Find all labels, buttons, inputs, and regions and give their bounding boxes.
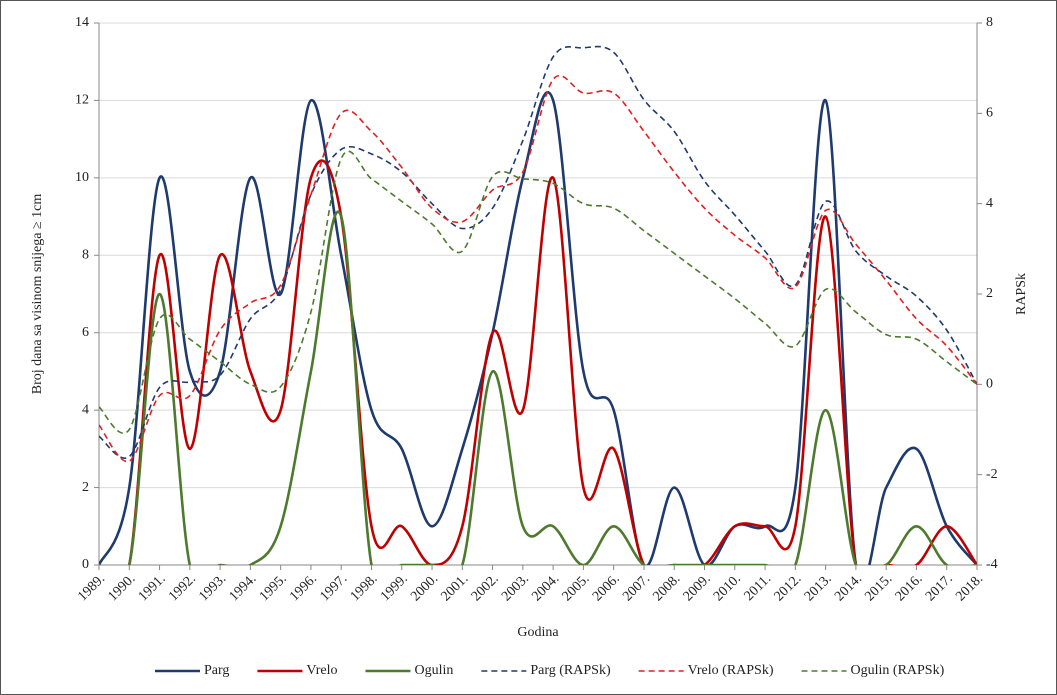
y-axis-title: Broj dana sa visinom snijega ≥ 1cm: [30, 194, 45, 395]
series-line: [99, 210, 977, 565]
legend-label: Ogulin: [414, 663, 453, 678]
y-tick-label: 14: [75, 15, 89, 30]
legend-label: Parg (RAPSk): [530, 663, 611, 678]
y-tick-label: 0: [82, 557, 89, 572]
y2-tick-label: 8: [986, 15, 993, 30]
y-tick-label: 10: [75, 170, 89, 185]
y-tick-label: 4: [82, 402, 89, 417]
y-tick-label: 8: [82, 248, 89, 263]
y2-tick-label: 0: [986, 377, 993, 392]
y2-tick-label: 4: [986, 196, 993, 211]
series-line: [99, 150, 977, 434]
legend-label: Parg: [204, 663, 229, 678]
y-tick-label: 2: [82, 480, 89, 495]
y2-tick-label: 6: [986, 106, 993, 121]
y-tick-label: 12: [75, 93, 89, 108]
plot-area: [99, 45, 977, 565]
y2-tick-label: 2: [986, 286, 993, 301]
legend-label: Ogulin (RAPSk): [851, 663, 945, 678]
x-axis-title: Godina: [517, 625, 559, 640]
y2-tick-label: -4: [986, 557, 998, 572]
series-line: [99, 159, 977, 565]
y2-axis-title: RAPSk: [1014, 273, 1029, 315]
y2-tick-label: -2: [986, 467, 998, 482]
series-line: [99, 74, 977, 463]
series-line: [99, 91, 977, 565]
y-tick-label: 6: [82, 325, 89, 340]
legend-label: Vrelo (RAPSk): [688, 663, 774, 678]
legend-label: Vrelo: [306, 663, 337, 678]
